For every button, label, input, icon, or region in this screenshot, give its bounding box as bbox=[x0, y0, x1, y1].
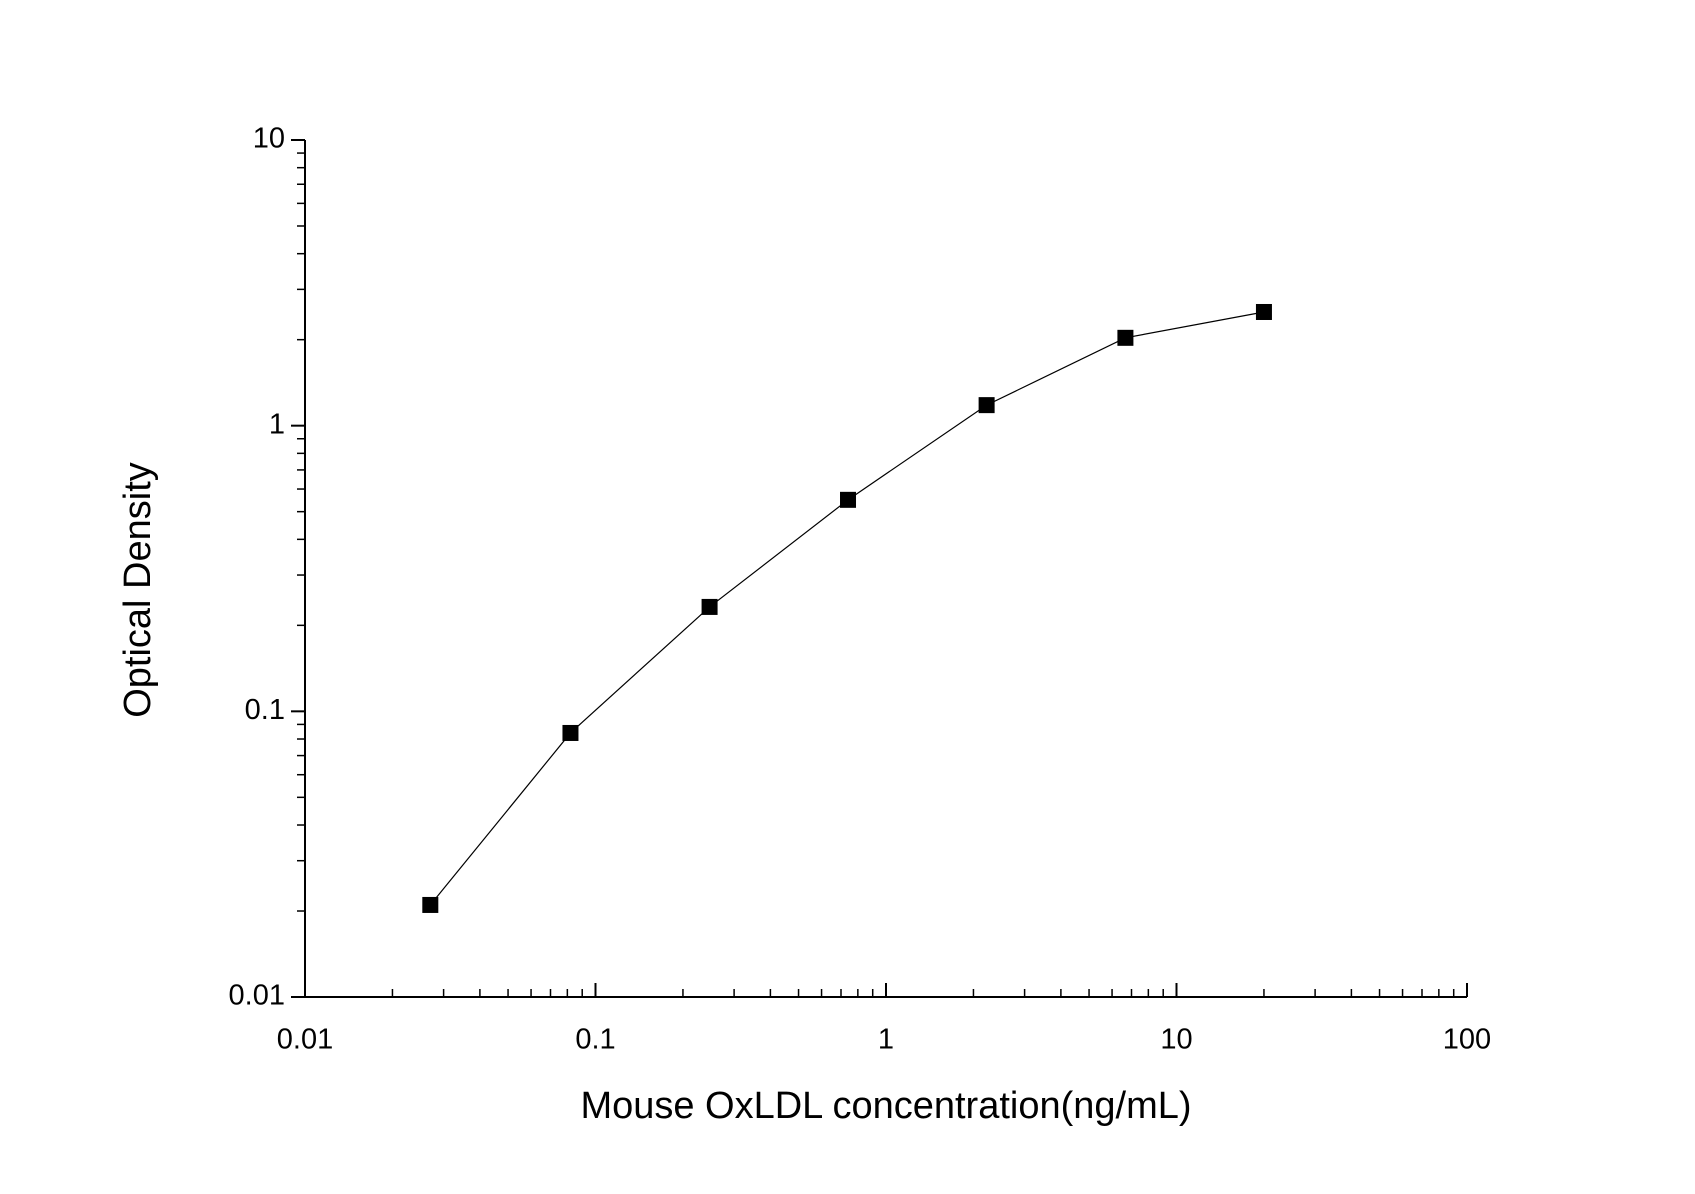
data-point bbox=[562, 724, 579, 741]
x-tick-label: 0.01 bbox=[277, 1024, 333, 1056]
data-point bbox=[978, 397, 995, 414]
y-tick-label: 1 bbox=[269, 408, 285, 440]
x-tick-label: 0.1 bbox=[575, 1024, 615, 1056]
series-line bbox=[429, 311, 1265, 906]
y-axis-title: Optical Density bbox=[117, 462, 159, 718]
y-tick-label: 10 bbox=[253, 123, 285, 155]
data-point bbox=[1255, 303, 1272, 320]
y-tick-label: 0.1 bbox=[245, 694, 285, 726]
data-point bbox=[840, 491, 857, 508]
x-tick-label: 100 bbox=[1443, 1024, 1491, 1056]
x-tick-label: 1 bbox=[878, 1024, 894, 1056]
y-tick-label: 0.01 bbox=[229, 980, 285, 1012]
x-axis-title: Mouse OxLDL concentration(ng/mL) bbox=[580, 1085, 1191, 1127]
x-tick-label: 10 bbox=[1160, 1024, 1192, 1056]
data-point bbox=[422, 896, 439, 913]
data-point bbox=[701, 598, 718, 615]
data-point bbox=[1117, 329, 1134, 346]
